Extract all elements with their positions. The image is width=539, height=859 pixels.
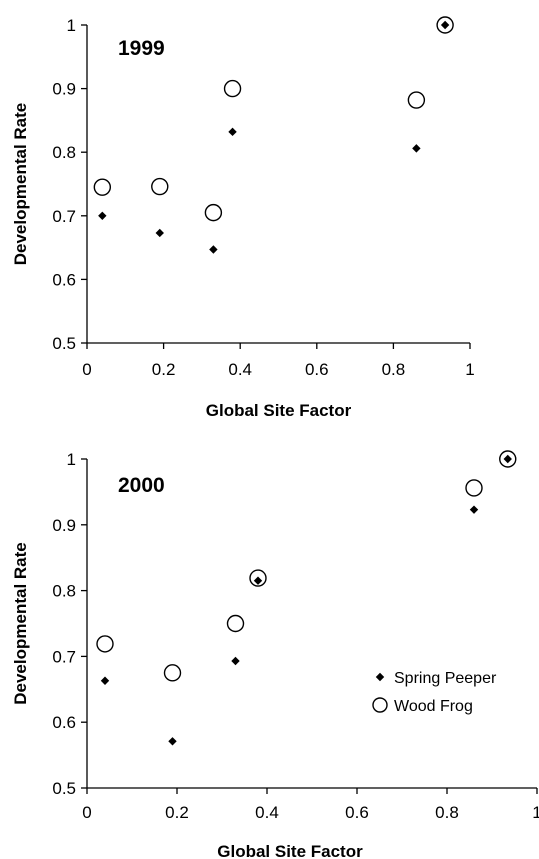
x-tick-label: 0.4 [255,803,279,822]
spring-peeper-point [440,20,450,30]
spring-peeper-point [469,505,479,514]
chart-2000: 0.5 0.6 0.7 0.8 0.9 1 0 0.2 0.4 0.6 0.8 1 Global Sit… [11,450,539,859]
y-tick-label: 1 [67,16,76,35]
y-tick-label: 0.6 [52,713,76,732]
wood-frog-point [226,614,245,633]
panel-title: 1999 [118,37,165,60]
x-tick-label: 1 [532,803,539,822]
wood-frog-point [151,177,169,196]
spring-peeper-point [231,656,240,666]
legend: Spring Peeper Wood Frog [372,670,497,715]
panel-title: 2000 [118,474,165,497]
legend-label-wood-frog: Wood Frog [394,698,473,715]
y-tick-label: 0.9 [52,516,76,535]
spring-peeper-point [209,245,218,254]
spring-peeper-point [168,737,177,746]
x-axis-title: Global Site Factor [217,842,363,859]
y-tick-label: 0.9 [52,80,76,99]
y-tick-label: 1 [67,450,76,469]
x-tick-label: 0.4 [228,360,252,379]
y-tick-label: 0.5 [52,334,76,353]
x-tick-label: 0.6 [305,360,329,379]
legend-label-spring-peeper: Spring Peeper [394,670,497,687]
spring-peeper-point [100,676,110,685]
wood-frog-point [407,91,426,109]
chart-1999: 0.5 0.6 0.7 0.8 0.9 1 0 0.2 0.4 0.6 0.8 1 Global Sit… [11,16,475,420]
y-axis-title: Developmental Rate [11,542,30,705]
spring-peeper-point [98,211,107,220]
x-axis-title: Global Site Factor [206,401,352,420]
y-tick-label: 0.8 [52,143,76,162]
x-tick-label: 0.8 [382,360,406,379]
y-tick-label: 0.7 [52,207,76,226]
wood-frog-point [163,664,182,682]
spring-peeper-point [228,127,237,137]
y-tick-label: 0.5 [52,779,76,798]
x-tick-label: 0.8 [435,803,459,822]
x-tick-label: 0.6 [345,803,369,822]
wood-frog-point [93,178,112,196]
x-tick-label: 1 [465,360,474,379]
spring-peeper-point [155,228,164,238]
x-tick-label: 0 [82,803,91,822]
x-tick-label: 0.2 [165,803,189,822]
spring-peeper-point [412,144,421,153]
y-tick-label: 0.8 [52,582,76,601]
legend-wood-frog-marker [372,697,388,713]
wood-frog-point [204,203,223,222]
y-tick-label: 0.6 [52,270,76,289]
x-tick-label: 0.2 [152,360,176,379]
spring-peeper-point [253,576,263,585]
wood-frog-point [465,479,483,497]
spring-peeper-point [503,454,512,464]
wood-frog-point [96,635,114,653]
x-tick-label: 0 [82,360,91,379]
legend-spring-peeper-marker [375,672,385,682]
y-axis-title: Developmental Rate [11,103,30,266]
y-tick-label: 0.7 [52,647,76,666]
wood-frog-point [223,79,242,98]
